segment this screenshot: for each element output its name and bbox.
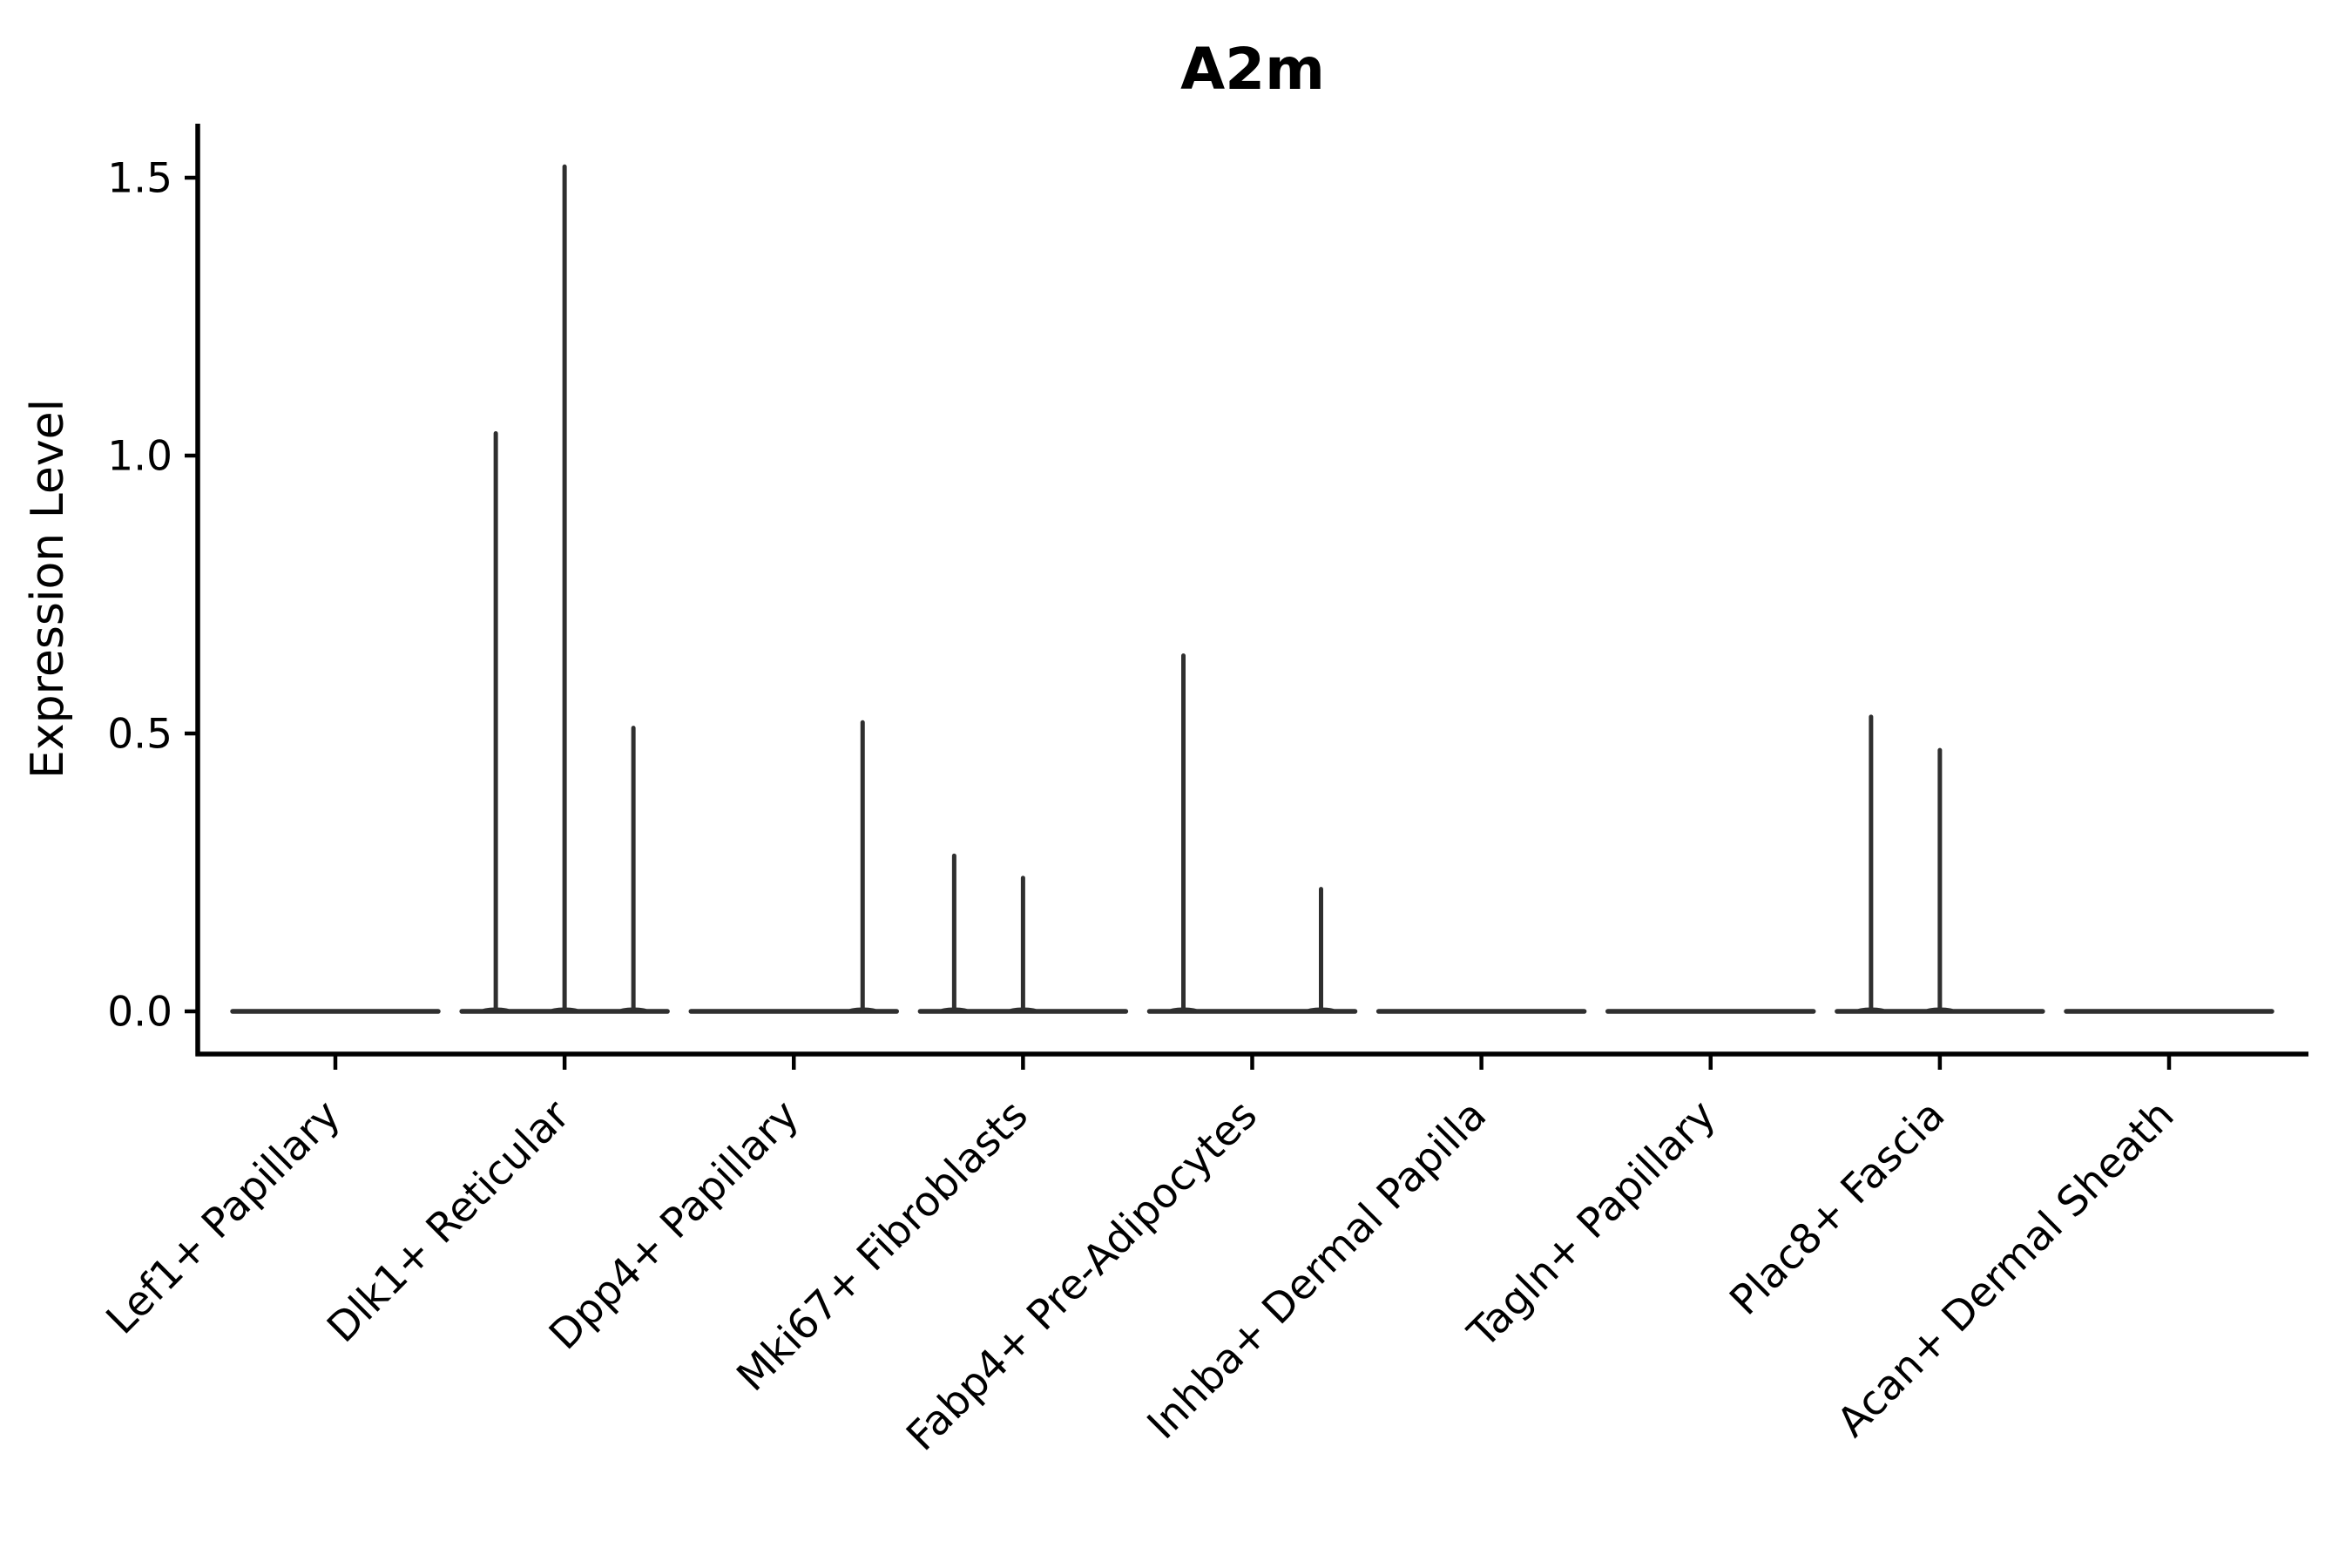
violin: [1146, 653, 1358, 1014]
violin: [459, 164, 670, 1014]
y-axis-label: Expression Level: [22, 399, 74, 779]
y-tick-label: 1.0: [107, 432, 172, 480]
x-tick-label: Dlk1+ Reticular: [318, 1091, 579, 1352]
y-tick-label: 1.5: [107, 154, 172, 202]
violin: [1835, 714, 2045, 1014]
chart-title: A2m: [1180, 36, 1325, 103]
violins-group: [230, 164, 2274, 1014]
y-axis: 0.0 0.5 1.0 1.5: [107, 154, 198, 1036]
y-tick-label: 0.5: [107, 710, 172, 758]
x-tick-label: Tagln+ Papillary: [1458, 1092, 1725, 1358]
axes-spines: [195, 124, 2308, 1057]
violin: [917, 853, 1129, 1014]
x-tick-label: Dpp4+ Papillary: [540, 1092, 808, 1360]
violin: [688, 720, 899, 1014]
x-tick-label: Plac8+ Fascia: [1720, 1092, 1954, 1325]
y-tick-label: 0.0: [107, 988, 172, 1036]
x-tick-label: Lef1+ Papillary: [98, 1092, 350, 1344]
